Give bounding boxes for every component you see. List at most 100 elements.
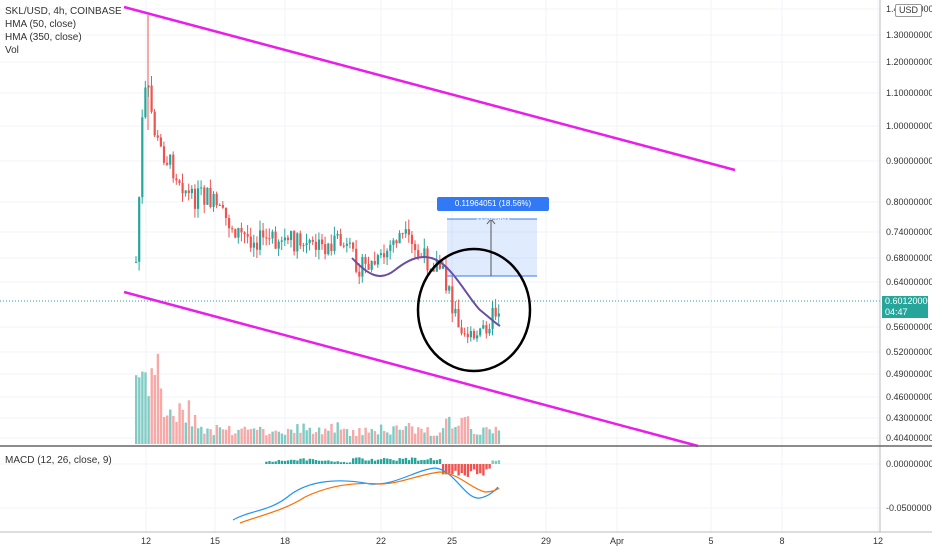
volume-bar-87 [404, 426, 408, 444]
volume-bar-58 [314, 432, 318, 444]
candle-body-43 [268, 238, 271, 240]
legend-hma350[interactable]: HMA (350, close) [5, 32, 82, 43]
macd-hist-71 [355, 457, 358, 464]
candle-body-98 [438, 260, 441, 269]
legend-vol[interactable]: Vol [5, 45, 19, 56]
price-tick-10: 0.56000000 [886, 322, 932, 332]
volume-bar-11 [169, 409, 172, 444]
volume-bar-98 [438, 432, 442, 444]
macd-hist-106 [463, 464, 466, 476]
volume-bar-114 [488, 429, 491, 444]
legend-hma50[interactable]: HMA (50, close) [5, 19, 77, 30]
candle-body-48 [283, 237, 286, 241]
candle-body-85 [398, 233, 401, 244]
volume-bar-56 [308, 427, 311, 444]
macd-hist-49 [286, 460, 290, 464]
volume-bar-10 [166, 415, 169, 444]
volume-bar-92 [420, 428, 423, 444]
time-tick-7: 5 [708, 536, 713, 546]
candle-body-100 [445, 266, 448, 291]
volume-bar-112 [482, 427, 485, 444]
volume-bar-68 [345, 429, 349, 444]
candle-body-26 [215, 193, 218, 206]
price-tick-15: 0.40400000 [886, 433, 932, 443]
volume-bar-45 [274, 430, 277, 444]
volume-bar-30 [228, 425, 231, 444]
volume-bar-78 [376, 434, 380, 444]
volume-bar-54 [302, 423, 305, 444]
macd-hist-79 [379, 459, 383, 464]
candle-body-68 [345, 243, 348, 246]
macd-hist-54 [302, 458, 305, 464]
macd-hist-103 [454, 464, 457, 471]
macd-hist-86 [401, 458, 404, 464]
candle-body-96 [432, 269, 435, 272]
candle-body-8 [159, 137, 162, 147]
volume-bar-3 [144, 372, 147, 444]
price-tick-12: 0.49000000 [886, 369, 932, 379]
volume-bar-111 [479, 434, 482, 444]
volume-bar-14 [178, 403, 181, 444]
macd-hist-59 [317, 460, 321, 464]
candle-body-101 [448, 286, 451, 291]
macd-hist-53 [299, 458, 302, 464]
macd-hist-88 [407, 460, 411, 464]
legend-macd[interactable]: MACD (12, 26, close, 9) [5, 455, 112, 466]
volume-bar-104 [457, 425, 460, 444]
volume-bar-49 [286, 428, 290, 444]
candle-body-60 [321, 239, 324, 245]
candle-body-13 [175, 178, 178, 181]
volume-bar-65 [336, 422, 339, 444]
volume-bar-7 [156, 353, 160, 444]
volume-bar-9 [162, 416, 166, 444]
candle-body-58 [314, 241, 317, 250]
candle-body-51 [293, 231, 296, 252]
currency-button[interactable]: USD [895, 4, 923, 17]
candle-body-106 [463, 333, 466, 335]
macd-hist-68 [345, 462, 349, 464]
macd-hist-76 [370, 458, 373, 464]
candle-body-110 [476, 335, 479, 339]
volume-bar-42 [265, 435, 268, 444]
volume-bar-21 [200, 426, 203, 444]
legend-symbol: SKL/USD, 4h, COINBASE [5, 6, 122, 17]
candle-body-20 [197, 188, 200, 209]
candle-body-57 [311, 239, 314, 242]
volume-bar-99 [441, 428, 445, 444]
macd-hist-52 [296, 460, 299, 464]
time-tick-1: 15 [210, 536, 220, 546]
volume-bar-59 [317, 427, 321, 444]
volume-bar-73 [361, 435, 364, 444]
volume-bar-113 [485, 427, 488, 444]
macd-hist-43 [268, 461, 271, 464]
candle-body-102 [451, 286, 454, 314]
macd-hist-92 [420, 460, 423, 464]
volume-bar-60 [321, 434, 324, 444]
price-tick-1: 1.30000000 [886, 30, 932, 40]
macd-hist-66 [339, 462, 342, 464]
candle-body-90 [414, 244, 417, 251]
candle-body-28 [221, 205, 224, 208]
overlays [123, 5, 736, 448]
volume-bar-86 [401, 429, 404, 444]
candle-body-15 [181, 182, 184, 194]
candle-body-88 [407, 229, 410, 235]
macd-hist-78 [376, 459, 380, 464]
macd-hist-80 [383, 458, 386, 464]
candlesticks [135, 15, 500, 344]
candle-body-107 [466, 333, 469, 338]
macd-hist-48 [283, 460, 287, 464]
volume-bar-64 [333, 432, 336, 444]
candle-body-99 [441, 266, 445, 269]
volume-bar-115 [491, 433, 494, 444]
measure-arrowhead [486, 218, 496, 225]
time-tick-9: 12 [873, 536, 883, 546]
candle-body-77 [373, 260, 376, 265]
volume-bar-117 [497, 430, 501, 444]
volume-bar-50 [290, 429, 293, 444]
volume-bar-53 [299, 432, 302, 444]
candle-body-32 [234, 229, 237, 238]
candle-body-30 [228, 218, 231, 229]
volume-bar-1 [138, 377, 141, 444]
